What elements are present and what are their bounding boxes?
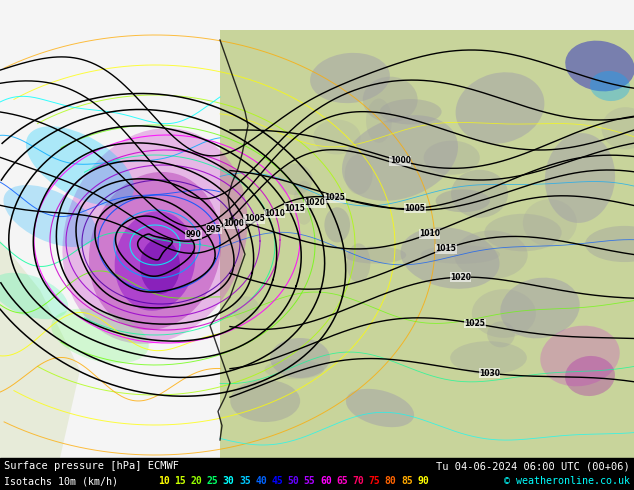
Ellipse shape	[345, 154, 373, 195]
Ellipse shape	[115, 211, 195, 311]
Ellipse shape	[140, 238, 180, 294]
Text: 990: 990	[186, 230, 202, 239]
Text: 1015: 1015	[284, 204, 305, 213]
Ellipse shape	[366, 98, 392, 143]
Text: 1025: 1025	[325, 193, 346, 202]
Text: 1005: 1005	[244, 214, 264, 223]
Ellipse shape	[472, 289, 536, 338]
Ellipse shape	[540, 326, 620, 386]
Text: 995: 995	[206, 225, 222, 234]
Text: 40: 40	[256, 476, 267, 486]
Text: 85: 85	[401, 476, 413, 486]
Ellipse shape	[313, 120, 361, 154]
Ellipse shape	[421, 245, 500, 264]
Polygon shape	[220, 30, 634, 458]
Ellipse shape	[232, 296, 259, 322]
Polygon shape	[0, 240, 80, 458]
Ellipse shape	[270, 338, 330, 378]
Ellipse shape	[26, 126, 134, 206]
Text: 20: 20	[190, 476, 202, 486]
Ellipse shape	[585, 226, 634, 262]
Ellipse shape	[278, 164, 313, 195]
Ellipse shape	[264, 360, 324, 379]
Text: 1020: 1020	[450, 273, 471, 282]
Text: 35: 35	[239, 476, 251, 486]
Text: 10: 10	[158, 476, 170, 486]
Ellipse shape	[523, 199, 577, 246]
Ellipse shape	[456, 72, 545, 144]
Text: 70: 70	[353, 476, 364, 486]
Ellipse shape	[51, 309, 149, 364]
Text: 1015: 1015	[436, 244, 456, 253]
Ellipse shape	[62, 128, 247, 344]
Text: 55: 55	[304, 476, 316, 486]
Ellipse shape	[451, 170, 508, 218]
Text: 25: 25	[207, 476, 218, 486]
Text: 1000: 1000	[390, 156, 411, 165]
Ellipse shape	[436, 189, 490, 212]
Text: 60: 60	[320, 476, 332, 486]
Text: Surface pressure [hPa] ECMWF: Surface pressure [hPa] ECMWF	[4, 461, 179, 471]
Ellipse shape	[344, 246, 406, 264]
Text: 1020: 1020	[304, 198, 325, 207]
Ellipse shape	[401, 227, 500, 289]
Ellipse shape	[590, 71, 630, 101]
Ellipse shape	[230, 380, 300, 422]
Text: 30: 30	[223, 476, 235, 486]
Text: 1010: 1010	[264, 209, 285, 218]
Ellipse shape	[545, 133, 615, 223]
Ellipse shape	[450, 341, 527, 374]
Ellipse shape	[342, 115, 458, 201]
Text: 1010: 1010	[419, 229, 440, 238]
Ellipse shape	[454, 230, 527, 279]
Ellipse shape	[424, 141, 480, 175]
Ellipse shape	[565, 356, 615, 396]
Ellipse shape	[294, 181, 314, 225]
Ellipse shape	[325, 207, 350, 243]
Text: 1000: 1000	[224, 220, 245, 228]
Text: 15: 15	[174, 476, 186, 486]
Text: © weatheronline.co.uk: © weatheronline.co.uk	[504, 476, 630, 486]
Ellipse shape	[310, 53, 390, 103]
Ellipse shape	[602, 107, 634, 149]
Ellipse shape	[347, 244, 370, 283]
Ellipse shape	[3, 185, 96, 247]
Text: 65: 65	[336, 476, 348, 486]
Ellipse shape	[380, 99, 442, 124]
Text: 1005: 1005	[404, 204, 425, 213]
Text: 80: 80	[385, 476, 396, 486]
Text: 45: 45	[271, 476, 283, 486]
Ellipse shape	[487, 321, 515, 347]
Ellipse shape	[0, 273, 68, 319]
Text: Tu 04-06-2024 06:00 UTC (00+06): Tu 04-06-2024 06:00 UTC (00+06)	[436, 461, 630, 471]
Ellipse shape	[363, 76, 418, 122]
Text: 1030: 1030	[479, 369, 500, 378]
Text: 90: 90	[417, 476, 429, 486]
Ellipse shape	[346, 389, 414, 427]
Bar	[0, 458, 634, 490]
Ellipse shape	[484, 214, 562, 251]
Ellipse shape	[500, 278, 579, 339]
Text: 75: 75	[368, 476, 380, 486]
Ellipse shape	[89, 172, 221, 330]
Text: 1025: 1025	[465, 319, 486, 328]
Text: 50: 50	[288, 476, 299, 486]
Text: Isotachs 10m (km/h): Isotachs 10m (km/h)	[4, 476, 118, 486]
Ellipse shape	[566, 41, 634, 91]
